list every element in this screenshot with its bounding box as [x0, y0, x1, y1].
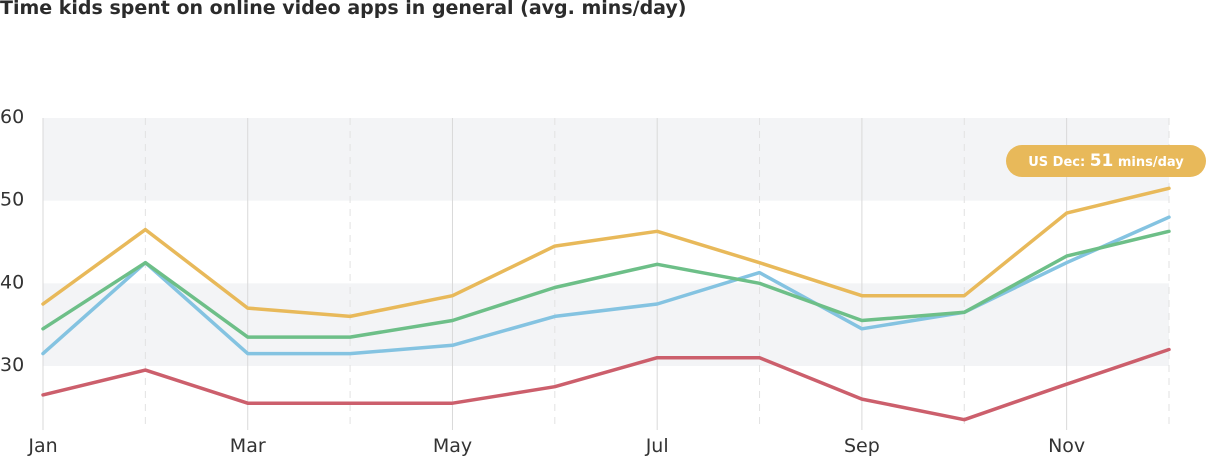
chart-title: Time kids spent on online video apps in … — [0, 0, 687, 19]
vertical-gridlines — [42, 118, 1170, 430]
x-tick-mar: Mar — [230, 435, 266, 457]
series-line-series-4 — [41, 347, 1171, 422]
callout-label: US Dec: 51 mins/day — [1028, 151, 1184, 171]
x-tick-nov: Nov — [1048, 435, 1085, 457]
y-tick-30: 30 — [0, 354, 24, 376]
x-axis-tick-labels: Jan Mar May Jul Sep Nov — [27, 435, 1085, 457]
x-tick-sep: Sep — [844, 435, 880, 457]
x-tick-may: May — [433, 435, 472, 457]
callout-pill — [1006, 145, 1206, 177]
series-line-us — [41, 186, 1171, 319]
y-axis-tick-labels: 30 40 50 60 — [0, 106, 24, 376]
y-tick-40: 40 — [0, 271, 24, 293]
series-lines — [41, 186, 1171, 422]
value-callout: US Dec: 51 mins/day — [1006, 145, 1206, 177]
x-tick-jul: Jul — [645, 435, 669, 457]
grid-band-60-50 — [43, 118, 1169, 201]
y-tick-50: 50 — [0, 189, 24, 211]
series-line-series-2 — [41, 229, 1171, 339]
x-tick-jan: Jan — [27, 435, 57, 457]
y-tick-60: 60 — [0, 106, 24, 128]
background-bands — [43, 118, 1169, 366]
